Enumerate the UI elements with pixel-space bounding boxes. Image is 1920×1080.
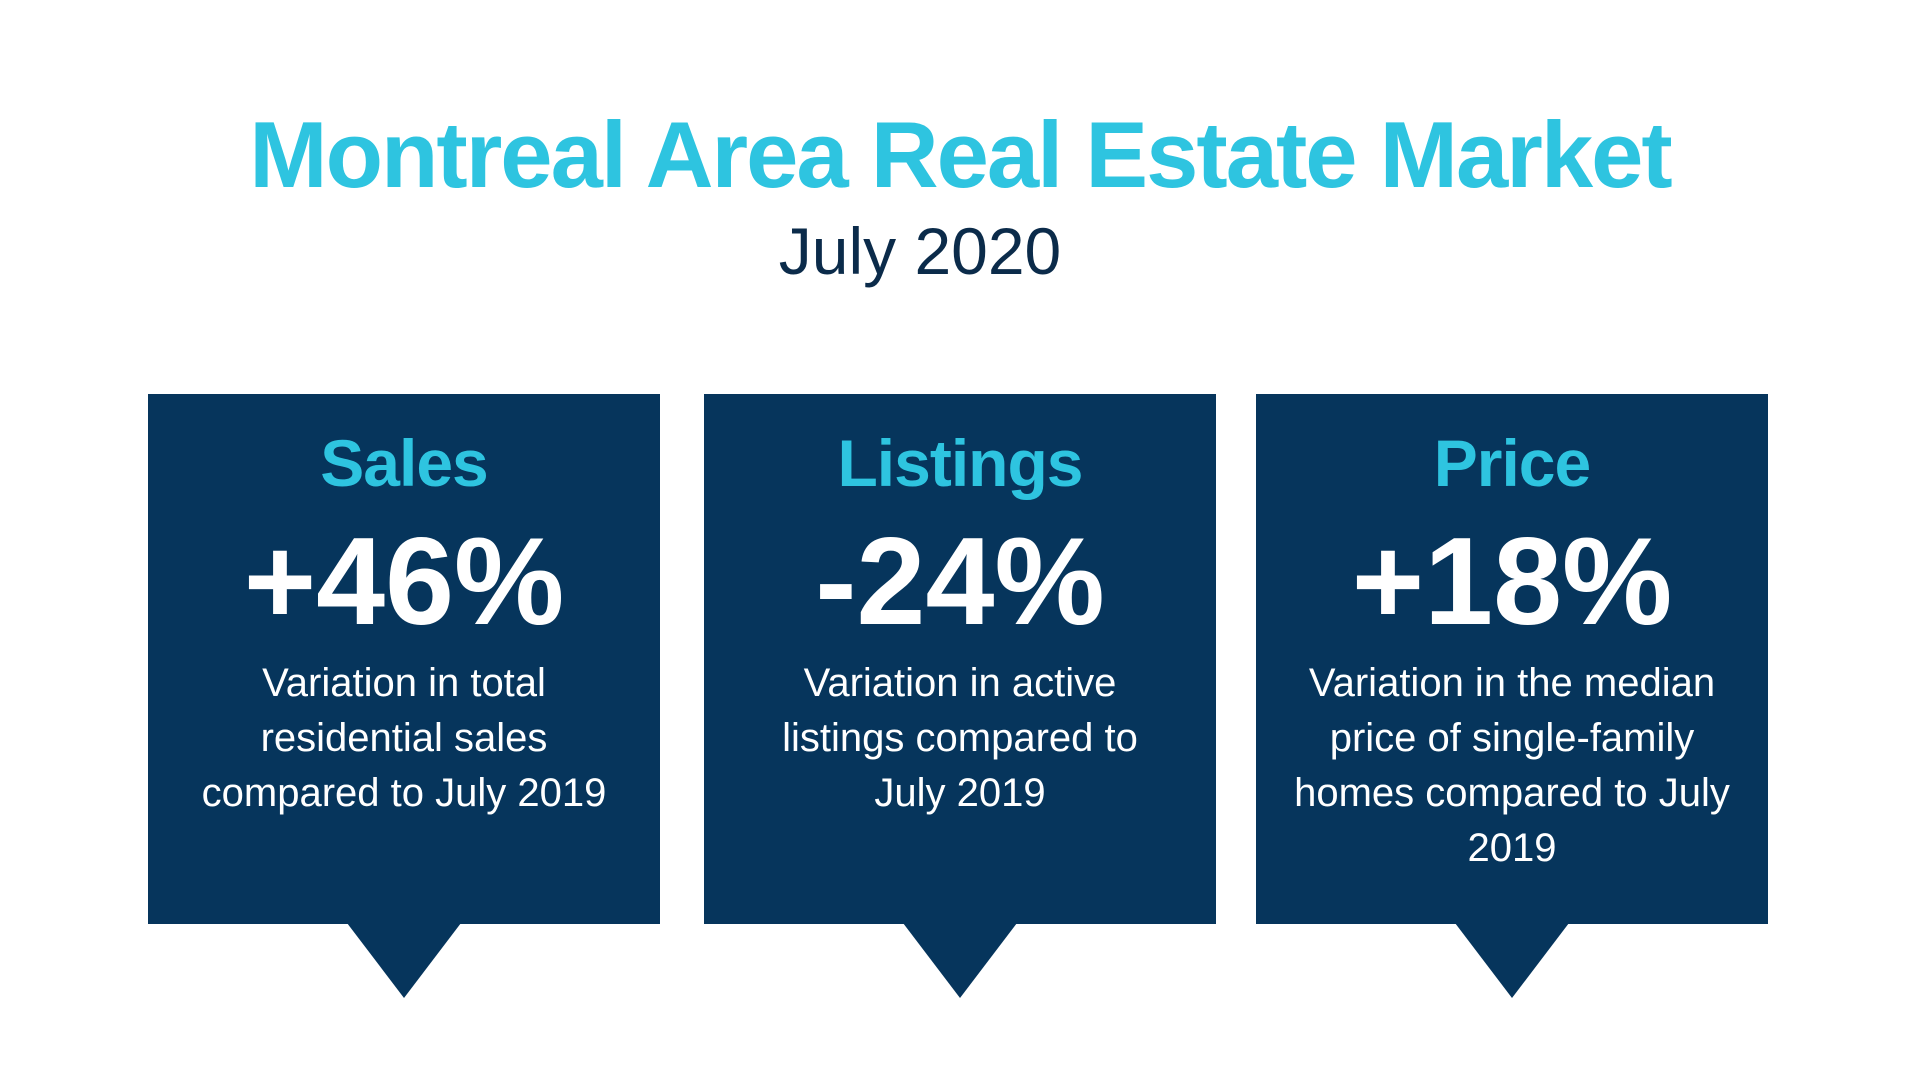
price-label: Price — [1433, 426, 1591, 500]
listings-card: Listings -24% Variation in active listin… — [704, 394, 1216, 924]
page-title: Montreal Area Real Estate Market — [249, 102, 1672, 207]
sales-card: Sales +46% Variation in total residentia… — [148, 394, 660, 924]
page-subtitle: July 2020 — [778, 214, 1062, 288]
listings-value: -24% — [815, 513, 1105, 651]
sales-value: +46% — [243, 513, 565, 651]
price-description: Variation in the median price of single-… — [1294, 661, 1730, 870]
sales-label: Sales — [320, 426, 488, 500]
price-card: Price +18% Variation in the median price… — [1256, 394, 1768, 924]
listings-label: Listings — [837, 426, 1083, 500]
price-value: +18% — [1351, 513, 1673, 651]
sales-description: Variation in total residential sales com… — [201, 661, 607, 815]
listings-description: Variation in active listings compared to… — [782, 661, 1138, 815]
